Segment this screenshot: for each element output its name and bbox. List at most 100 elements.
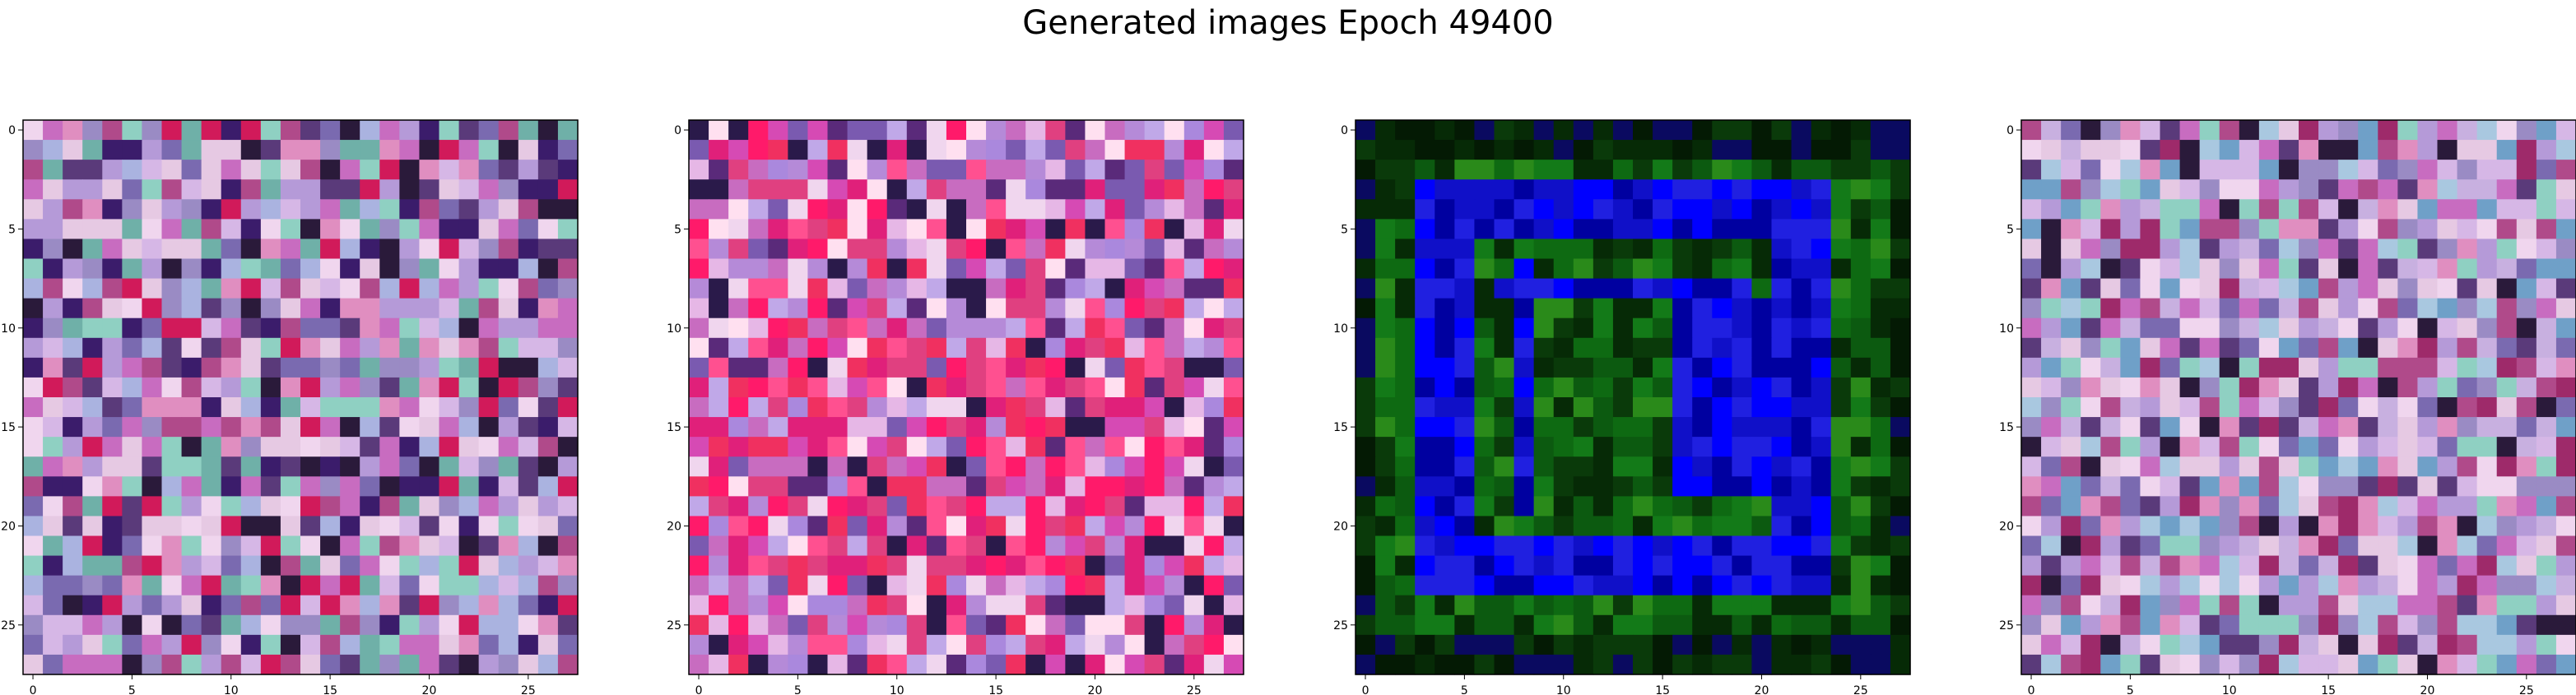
pixel-cell [807,535,829,557]
pixel-cell [2081,614,2101,636]
pixel-cell [966,476,987,497]
pixel-cell [240,179,262,200]
pixel-cell [102,317,123,339]
pixel-cell [240,595,262,616]
pixel-cell [2476,535,2498,557]
pixel-cell [1164,317,1185,339]
pixel-cell [2179,219,2201,240]
pixel-cell [709,337,729,359]
pixel-cell [2278,377,2299,398]
pixel-cell [2378,337,2398,359]
pixel-cell [2555,654,2576,675]
pixel-cell [1593,555,1614,577]
pixel-cell [2278,179,2299,200]
pixel-cell [320,140,341,160]
pixel-cell [1223,377,1244,398]
pixel-cell [1553,417,1574,438]
pixel-cell [63,317,83,339]
pixel-cell [1751,555,1773,577]
pixel-cell [2219,397,2240,418]
pixel-cell [847,357,868,378]
pixel-cell [1870,258,1891,280]
y-tick-label: 25 [1999,619,2014,632]
pixel-cell [966,317,987,339]
pixel-cell [867,357,888,378]
pixel-cell [221,377,242,398]
pixel-cell [1593,278,1614,299]
pixel-cell [1355,258,1376,280]
pixel-cell [1164,476,1185,497]
pixel-cell [1415,160,1435,180]
pixel-cell [142,258,163,280]
pixel-cell [788,595,809,616]
pixel-cell [23,456,44,477]
pixel-cell [142,417,163,438]
pixel-cell [360,535,380,557]
pixel-cell [1633,120,1653,141]
pixel-cell [1751,199,1773,220]
pixel-cell [2378,258,2398,280]
pixel-cell [360,634,380,656]
pixel-cell [23,317,44,339]
pixel-cell [1474,516,1495,537]
pixel-cell [926,516,947,537]
pixel-cell [1454,337,1476,359]
pixel-cell [1164,337,1185,359]
pixel-cell [498,535,519,557]
pixel-cell [847,535,868,557]
pixel-cell [518,397,539,418]
pixel-cell [1025,535,1046,557]
pixel-cell [399,337,421,359]
pixel-cell [1593,337,1614,359]
pixel-cell [1085,417,1106,438]
pixel-cell [1633,634,1653,656]
pixel-cell [2358,555,2378,577]
pixel-cell [1890,555,1911,577]
pixel-cell [2476,160,2498,180]
pixel-cell [2278,496,2299,517]
pixel-cell [240,298,262,319]
pixel-cell [1791,417,1812,438]
pixel-cell [2318,219,2339,240]
pixel-cell [1712,337,1732,359]
pixel-cell [2120,437,2141,457]
pixel-cell [1494,160,1515,180]
pixel-cell [201,278,222,299]
pixel-cell [2437,575,2458,596]
pixel-cell [2417,476,2439,497]
pixel-cell [23,575,44,596]
pixel-cell [2457,634,2478,656]
pixel-cell [439,377,460,398]
pixel-cell [986,634,1007,656]
pixel-cell [63,456,83,477]
pixel-cell [867,120,888,141]
pixel-cell [2160,357,2181,378]
pixel-cell [537,317,559,339]
pixel-cell [1375,555,1396,577]
pixel-cell [439,575,460,596]
pixel-cell [439,456,460,477]
pixel-cell [1830,357,1852,378]
pixel-cell [1375,278,1396,299]
pixel-cell [2378,634,2398,656]
pixel-cell [201,397,222,418]
pixel-cell [320,654,341,675]
pixel-cell [1533,614,1555,636]
pixel-cell [1124,219,1146,240]
pixel-cell [728,140,749,160]
pixel-cell [1104,476,1126,497]
pixel-cell [122,278,143,299]
pixel-cell [300,456,321,477]
pixel-cell [300,377,321,398]
pixel-cell [240,614,262,636]
pixel-cell [1085,317,1106,339]
pixel-cell [1415,555,1435,577]
pixel-cell [2457,614,2478,636]
pixel-cell [458,555,480,577]
pixel-cell [946,555,967,577]
pixel-cell [1633,258,1653,280]
pixel-cell [1692,337,1713,359]
pixel-cell [240,239,262,260]
pixel-cell [1434,496,1455,517]
pixel-cell [1653,614,1673,636]
